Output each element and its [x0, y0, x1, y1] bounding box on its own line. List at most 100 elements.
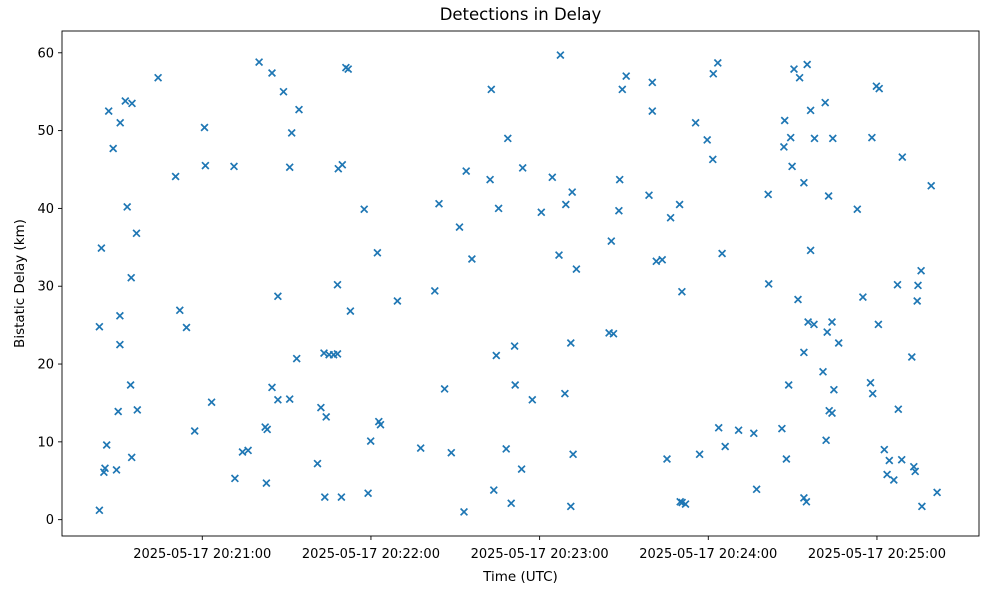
- data-point: [207, 398, 216, 407]
- data-point: [393, 296, 402, 306]
- data-point: [868, 389, 877, 398]
- y-tick-label: 50: [37, 124, 54, 139]
- data-point: [244, 446, 253, 455]
- x-axis-label: Time (UTC): [482, 569, 558, 585]
- data-point: [255, 58, 264, 67]
- data-point: [713, 58, 722, 67]
- data-point: [803, 60, 812, 69]
- data-point: [127, 99, 137, 108]
- data-point: [806, 106, 815, 115]
- data-point: [648, 78, 657, 87]
- data-point: [795, 73, 804, 82]
- data-point: [927, 181, 936, 190]
- data-point: [126, 380, 135, 390]
- data-point: [681, 500, 690, 509]
- data-point: [607, 237, 616, 246]
- data-point: [827, 409, 837, 418]
- data-point: [799, 178, 808, 187]
- data-point: [273, 395, 282, 404]
- data-point: [175, 306, 184, 315]
- data-point: [561, 200, 570, 209]
- data-point: [487, 85, 496, 94]
- data-point: [320, 493, 329, 502]
- x-axis-ticks: 2025-05-17 20:21:00 2025-05-17 20:22:00 20…: [133, 536, 946, 562]
- data-point: [566, 338, 575, 348]
- data-point: [874, 320, 883, 329]
- data-point: [793, 295, 803, 304]
- x-tick-label: 2025-05-17 20:23:00: [471, 547, 609, 562]
- data-point: [789, 65, 799, 74]
- data-point: [115, 311, 124, 320]
- data-point: [127, 273, 136, 282]
- data-point: [455, 223, 464, 232]
- data-point: [568, 188, 577, 197]
- data-point: [316, 403, 325, 412]
- data-point: [99, 468, 108, 477]
- data-point: [666, 213, 675, 222]
- y-tick-label: 20: [37, 358, 54, 373]
- data-point: [658, 255, 667, 264]
- data-point: [511, 380, 520, 390]
- data-point: [554, 251, 564, 260]
- y-axis-ticks: 0 10 20 30 40 50 60: [37, 46, 62, 528]
- data-point: [780, 116, 789, 125]
- data-point: [190, 426, 199, 436]
- data-point: [285, 395, 294, 404]
- data-point: [708, 155, 717, 164]
- y-tick-label: 0: [46, 513, 54, 528]
- data-point: [779, 142, 788, 151]
- data-point: [788, 162, 797, 171]
- data-point: [273, 292, 282, 301]
- data-point: [492, 351, 501, 360]
- data-point: [507, 499, 516, 508]
- data-point: [718, 249, 727, 258]
- data-point: [875, 84, 884, 93]
- data-point: [609, 329, 618, 338]
- data-point: [267, 383, 277, 392]
- data-point: [285, 163, 294, 172]
- data-point: [154, 73, 163, 82]
- data-point: [913, 281, 923, 290]
- data-point: [127, 453, 136, 462]
- data-point: [709, 69, 718, 78]
- data-point: [569, 450, 578, 459]
- data-point: [721, 442, 730, 451]
- data-point: [373, 248, 382, 257]
- data-point: [752, 485, 761, 494]
- data-point: [430, 286, 439, 295]
- data-point: [95, 506, 104, 515]
- x-tick-label: 2025-05-17 20:25:00: [808, 547, 946, 562]
- data-point: [200, 123, 209, 132]
- x-tick-label: 2025-05-17 20:21:00: [133, 547, 271, 562]
- data-point: [528, 395, 537, 404]
- y-tick-label: 60: [37, 46, 54, 61]
- data-point: [714, 423, 723, 432]
- data-point: [622, 72, 631, 81]
- data-point: [364, 489, 373, 498]
- data-point: [885, 456, 894, 465]
- data-point: [229, 162, 239, 171]
- plot-area: [61, 30, 980, 537]
- data-point: [834, 338, 843, 348]
- data-point: [102, 440, 111, 450]
- data-point: [201, 161, 210, 170]
- data-point: [566, 502, 575, 511]
- data-point: [114, 407, 123, 416]
- data-point: [652, 257, 661, 266]
- data-points: [95, 51, 942, 516]
- data-point: [116, 118, 125, 127]
- chart-title: Detections in Delay: [440, 5, 602, 24]
- data-point: [112, 465, 121, 474]
- data-point: [893, 280, 902, 289]
- y-tick-label: 40: [37, 202, 54, 217]
- data-point: [346, 307, 355, 316]
- data-point: [933, 488, 942, 497]
- data-point: [171, 172, 180, 181]
- data-point: [909, 462, 918, 471]
- data-point: [333, 280, 342, 289]
- data-point: [858, 293, 867, 302]
- data-point: [434, 199, 444, 208]
- data-point: [786, 133, 795, 142]
- data-point: [823, 328, 832, 337]
